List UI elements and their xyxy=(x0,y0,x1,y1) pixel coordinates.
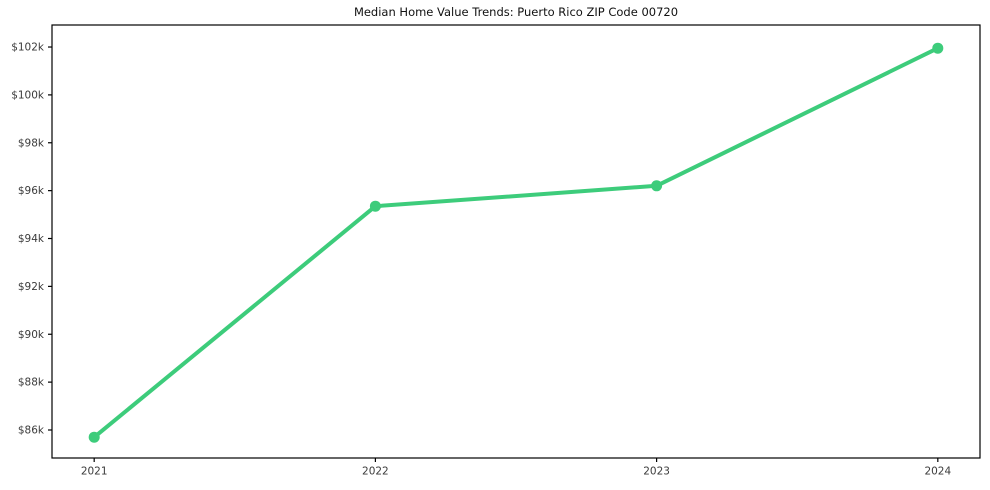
y-tick-label: $90k xyxy=(18,329,45,341)
x-tick-label: 2023 xyxy=(643,466,670,478)
data-point-marker xyxy=(651,180,663,192)
chart-title: Median Home Value Trends: Puerto Rico ZI… xyxy=(354,5,678,19)
y-tick-label: $102k xyxy=(11,42,45,54)
data-point-marker xyxy=(932,42,944,54)
y-tick-label: $100k xyxy=(11,89,45,101)
y-tick-label: $98k xyxy=(18,137,45,149)
x-tick-label: 2021 xyxy=(81,466,108,478)
y-axis-ticks: $86k $88k $90k $92k $94k $96k $98k $100k $102k xyxy=(11,42,52,437)
data-point-marker xyxy=(88,431,100,443)
y-tick-label: $86k xyxy=(18,425,45,437)
x-axis-ticks: 2021 2022 2023 2024 xyxy=(81,458,951,478)
y-tick-label: $92k xyxy=(18,281,45,293)
y-tick-label: $96k xyxy=(18,185,45,197)
x-tick-label: 2024 xyxy=(924,466,951,478)
median-home-value-line xyxy=(92,46,940,440)
data-point-marker xyxy=(369,200,381,212)
plot-area-border xyxy=(51,24,981,459)
x-tick-label: 2022 xyxy=(362,466,389,478)
y-tick-label: $94k xyxy=(18,233,45,245)
data-series xyxy=(88,42,944,443)
y-tick-label: $88k xyxy=(18,377,45,389)
